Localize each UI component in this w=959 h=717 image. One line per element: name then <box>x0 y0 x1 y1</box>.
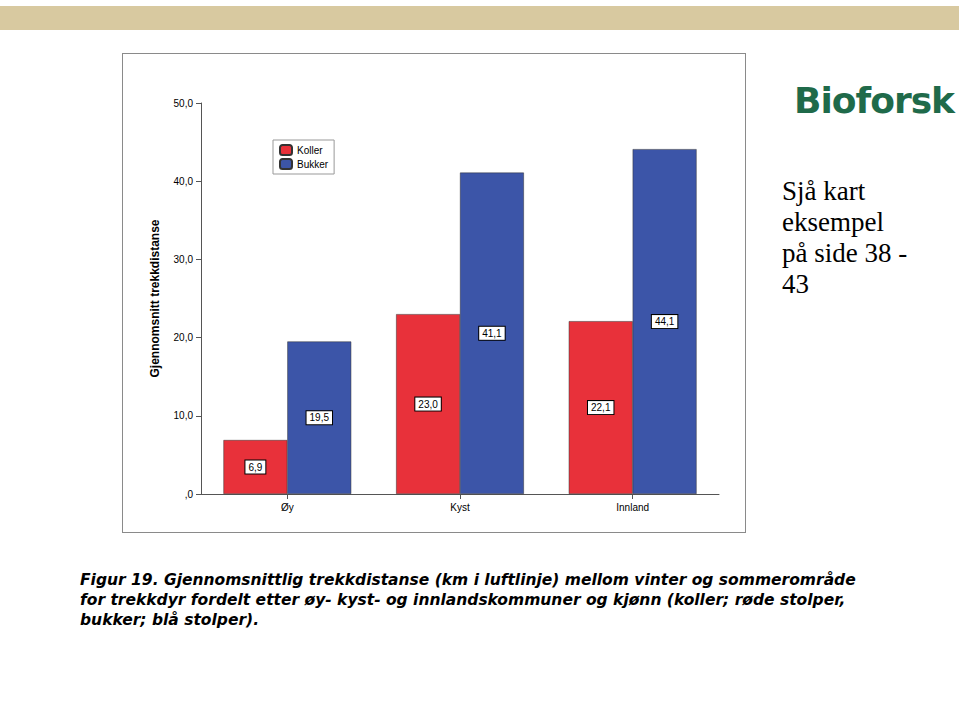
svg-text:20,0: 20,0 <box>174 332 194 343</box>
svg-text:Innland: Innland <box>616 502 649 513</box>
svg-text:44,1: 44,1 <box>655 316 675 327</box>
svg-text:50,0: 50,0 <box>174 98 194 109</box>
html-text:Sjå kart eksempel på side 38 -: Sjå kart eksempel på side 38 - 43 <box>782 176 908 299</box>
svg-text:Kyst: Kyst <box>450 502 470 513</box>
html-text:Figur 19. Gjennomsnittlig trek: Figur 19. Gjennomsnittlig trekkdistanse … <box>80 571 856 629</box>
svg-text:10,0: 10,0 <box>174 410 194 421</box>
svg-text:23,0: 23,0 <box>418 399 438 410</box>
svg-text:Øy: Øy <box>281 502 294 513</box>
svg-text:41,1: 41,1 <box>482 328 502 339</box>
svg-text:19,5: 19,5 <box>310 412 330 423</box>
svg-text:,0: ,0 <box>185 489 194 500</box>
svg-text:Gjennomsnitt trekkdistanse: Gjennomsnitt trekkdistanse <box>148 219 162 377</box>
svg-text:40,0: 40,0 <box>174 176 194 187</box>
svg-text:6,9: 6,9 <box>248 462 262 473</box>
svg-text:22,1: 22,1 <box>591 402 611 413</box>
svg-text:Bukker: Bukker <box>297 159 329 170</box>
svg-text:Koller: Koller <box>297 145 323 156</box>
html-text:Bioforsk: Bioforsk <box>794 80 954 121</box>
svg-text:30,0: 30,0 <box>174 254 194 265</box>
